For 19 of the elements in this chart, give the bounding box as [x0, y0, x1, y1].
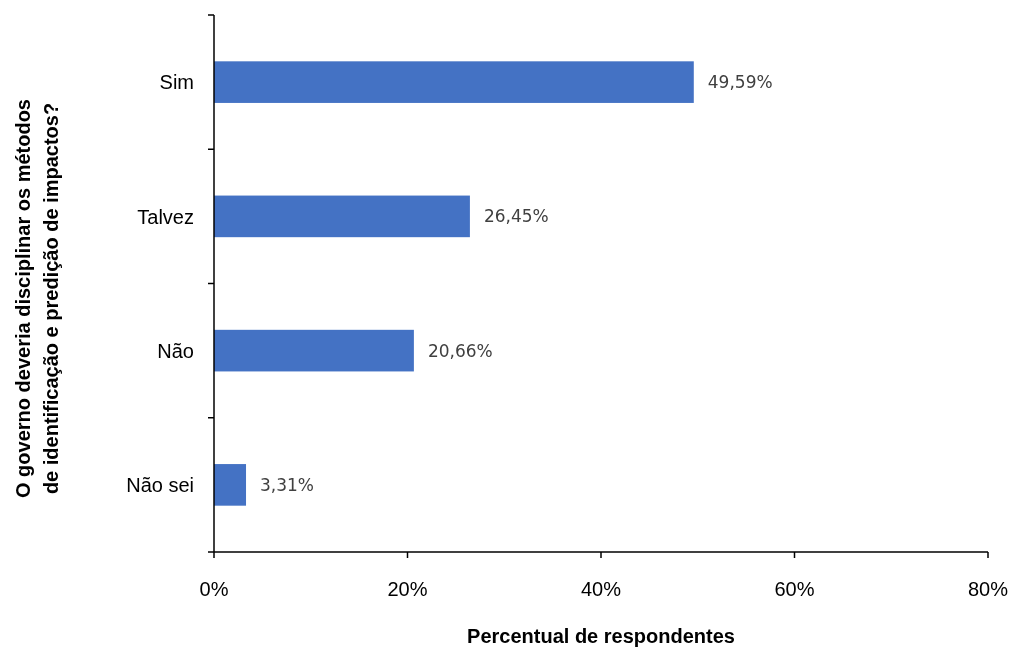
- y-tick-label: Talvez: [137, 205, 194, 228]
- data-label: 49,59%: [707, 72, 773, 93]
- x-axis-title: Percentual de respondentes: [467, 625, 735, 647]
- x-tick-label: 80%: [967, 578, 1009, 600]
- data-label: 26,45%: [483, 206, 549, 227]
- bar: [214, 61, 694, 103]
- x-tick-label: 20%: [387, 578, 428, 600]
- data-label: 20,66%: [427, 340, 493, 361]
- x-tick-label: 60%: [774, 578, 815, 600]
- bar: [214, 195, 470, 238]
- bar: [214, 464, 247, 506]
- y-axis-title: O governo deveria disciplinar os métodos de identificação e predição de impactos?: [12, 99, 62, 498]
- x-tick-label: 0%: [199, 578, 229, 600]
- x-tick-label: 40%: [580, 578, 622, 600]
- y-tick-label: Sim: [159, 71, 194, 94]
- data-label: 3,31%: [260, 474, 315, 495]
- y-tick-label: Não sei: [126, 474, 194, 497]
- y-tick-label: Não: [157, 339, 194, 362]
- bar: [214, 329, 414, 372]
